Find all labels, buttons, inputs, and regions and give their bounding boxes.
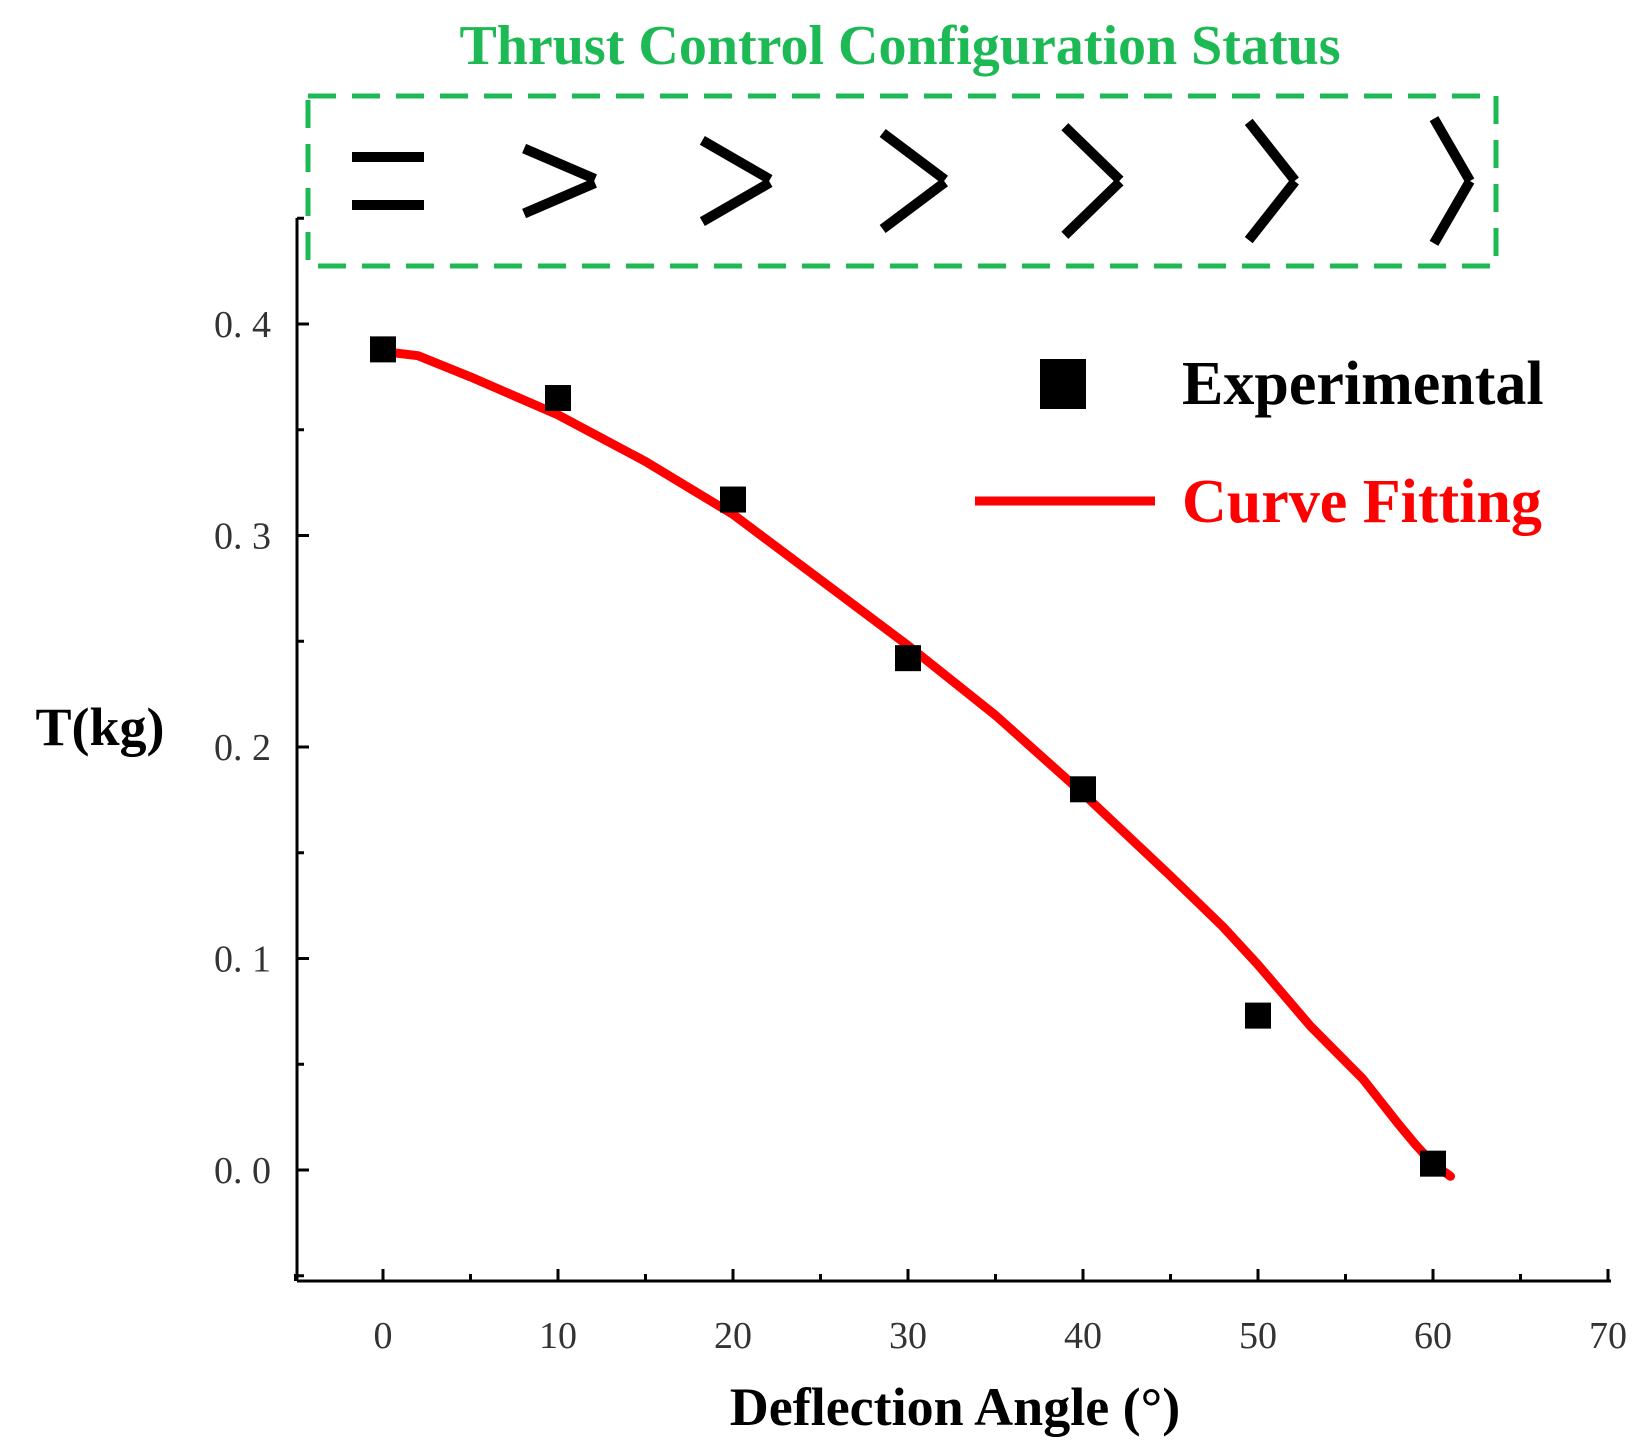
y-tick-label: 0. 4 [214,304,271,346]
experimental-series [370,336,1446,1177]
config-status-box [305,93,1499,269]
experimental-point [1070,776,1096,803]
x-tick-label: 30 [889,1315,927,1357]
experimental-point [1420,1150,1446,1177]
vane-lower [879,178,949,233]
config-icon-20deg [699,136,773,226]
experimental-point [895,645,921,672]
chart-title: Thrust Control Configuration Status [459,15,1340,77]
vane-upper [1244,118,1299,184]
config-icons-group [352,116,1475,246]
x-tick-label: 40 [1064,1315,1102,1357]
config-icon-60deg [1429,116,1475,246]
legend-label-curve-fitting: Curve Fitting [1182,468,1542,536]
y-tick-label: 0. 0 [214,1150,271,1192]
x-tick-label: 20 [714,1315,752,1357]
experimental-point [720,486,746,513]
experimental-point [370,336,396,363]
x-axis-title: Deflection Angle (°) [730,1377,1180,1437]
vane-upper [699,136,773,184]
legend-marker-experimental [1040,359,1086,409]
config-icon-50deg [1244,118,1299,244]
config-icon-40deg [1061,123,1124,239]
y-axis-title: T(kg) [35,697,164,757]
vane-lower [522,178,597,219]
vane-upper [879,129,949,184]
x-tick-label: 70 [1589,1315,1627,1357]
y-tick-label: 0. 2 [214,727,271,769]
x-ticks: 0 10 20 30 40 50 60 70 [294,1269,1627,1357]
x-tick-label: 50 [1239,1315,1277,1357]
vane-lower [1244,178,1299,244]
vane-lower [699,178,773,226]
legend: Experimental Curve Fitting [975,350,1544,536]
experimental-point [1245,1002,1271,1029]
vane-lower [1429,178,1475,246]
vane-lower [1061,178,1124,239]
axes [295,218,1611,1283]
config-icon-30deg [879,129,949,233]
curve-fitting-series [378,347,1455,1181]
x-tick-label: 60 [1414,1315,1452,1357]
curve-fitting-line [378,347,1455,1181]
legend-label-experimental: Experimental [1182,350,1544,418]
config-icon-0deg [352,152,424,210]
y-tick-label: 0. 1 [214,939,271,981]
x-tick-label: 10 [539,1315,577,1357]
vane-upper [1061,123,1124,184]
y-ticks: 0. 0 0. 1 0. 2 0. 3 0. 4 [214,216,309,1278]
config-icon-10deg [522,143,597,219]
vane-upper [1429,116,1475,184]
x-tick-label: 0 [374,1315,393,1357]
vane-upper [522,143,597,184]
y-tick-label: 0. 3 [214,516,271,558]
experimental-point [545,385,571,412]
